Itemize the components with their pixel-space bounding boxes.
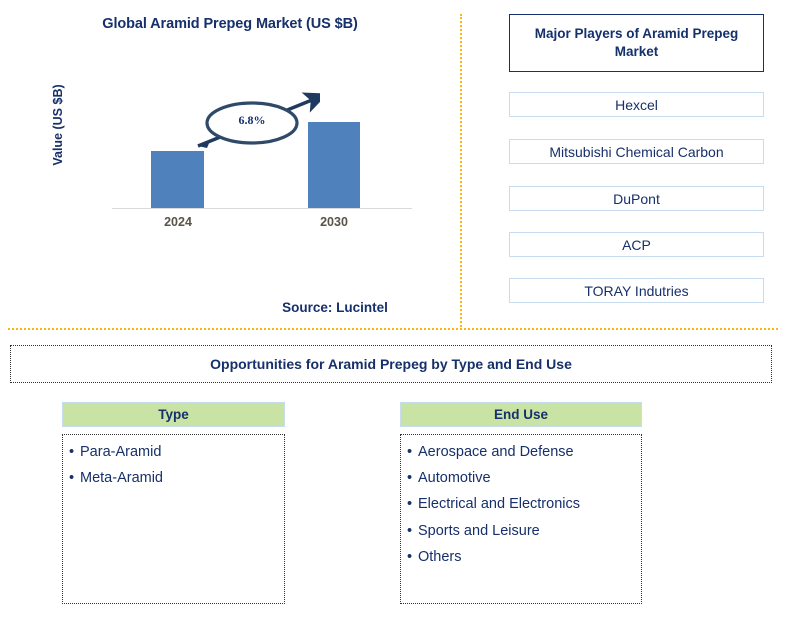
list-item-label: Electrical and Electronics [418,496,580,513]
chart-source-label: Source: Lucintel [282,300,388,315]
x-tick-label-2030: 2030 [320,215,348,229]
list-item: • Aerospace and Defense [407,444,637,460]
chart-x-axis-line [112,208,412,209]
bar-2024 [151,151,204,208]
bullet-icon: • [407,444,413,460]
list-item-label: Automotive [418,470,491,487]
major-players-header: Major Players of Aramid Prepeg Market [509,14,764,72]
chart-title: Global Aramid Prepeg Market (US $B) [102,16,358,32]
player-row[interactable]: DuPont [509,186,764,211]
list-item-label: Para-Aramid [80,444,162,460]
bullet-icon: • [69,444,75,460]
player-name: ACP [622,236,651,253]
list-item: • Para-Aramid [69,444,280,460]
player-name: DuPont [613,190,660,207]
player-row[interactable]: Mitsubishi Chemical Carbon [509,139,764,164]
column-header-type: Type [62,402,285,427]
list-item: • Electrical and Electronics [407,497,637,512]
player-name: Mitsubishi Chemical Carbon [549,143,724,160]
player-name: Hexcel [615,96,658,113]
player-row[interactable]: TORAY Indutries [509,278,764,303]
list-item: • Others [407,548,637,565]
x-tick-label-2024: 2024 [164,215,192,229]
cagr-value-label: 6.8% [238,113,266,127]
bullet-icon: • [407,470,413,487]
chart-y-axis-label: Value (US $B) [51,84,65,166]
column-header-end-use: End Use [400,402,642,427]
list-item-label: Aerospace and Defense [418,444,574,460]
list-item-label: Sports and Leisure [418,522,540,539]
type-bullet-box: • Para-Aramid • Meta-Aramid [62,434,285,604]
major-players-panel: Major Players of Aramid Prepeg Market He… [461,0,786,328]
horizontal-divider [8,328,778,330]
bullet-icon: • [69,470,75,487]
bar-2030 [308,122,360,208]
list-item-label: Others [418,548,462,565]
cagr-arrow-icon [197,92,320,148]
vertical-divider [460,14,462,330]
bullet-icon: • [407,496,413,513]
player-row[interactable]: ACP [509,232,764,257]
opportunities-banner: Opportunities for Aramid Prepeg by Type … [10,345,772,383]
player-row[interactable]: Hexcel [509,92,764,117]
market-chart-panel: Global Aramid Prepeg Market (US $B) Valu… [0,0,460,328]
list-item: • Meta-Aramid [69,470,280,487]
bullet-icon: • [407,522,413,539]
bullet-icon: • [407,548,413,565]
list-item: • Sports and Leisure [407,522,637,539]
end-use-bullet-box: • Aerospace and Defense • Automotive • Elec… [400,434,642,604]
player-name: TORAY Indutries [584,282,689,299]
list-item-label: Meta-Aramid [80,470,163,487]
list-item: • Automotive [407,470,637,487]
